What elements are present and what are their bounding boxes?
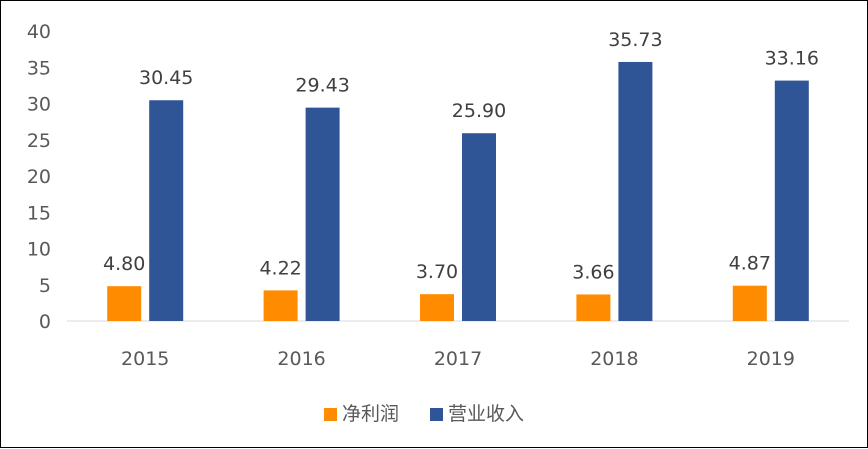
data-label: 33.16	[765, 48, 819, 70]
bar-revenue	[774, 80, 809, 321]
data-labels: 4.80 30.45 4.22 29.43 3.70 25.90 3.66 35.73 4.87…	[103, 29, 819, 284]
bar-net-profit	[263, 290, 298, 321]
bar-revenue	[618, 61, 653, 322]
y-tick-label: 15	[27, 202, 51, 224]
x-tick-label: 2017	[434, 348, 482, 370]
x-tick-label: 2018	[590, 348, 638, 370]
bar-net-profit	[576, 294, 611, 321]
bar-revenue	[462, 133, 496, 321]
y-tick-label: 20	[27, 166, 51, 188]
x-tick-label: 2019	[747, 348, 795, 370]
x-tick-label: 2015	[121, 348, 169, 370]
bar-revenue	[305, 107, 340, 321]
bar-net-profit	[732, 285, 767, 321]
bar-net-profit	[107, 286, 142, 321]
data-label: 29.43	[295, 75, 349, 97]
bar-net-profit	[420, 294, 454, 321]
data-label: 3.66	[572, 261, 614, 283]
legend-swatch	[430, 408, 443, 421]
data-label: 4.80	[103, 253, 145, 275]
y-axis-ticks: 0 5 10 15 20 25 30 35 40	[27, 21, 51, 333]
y-tick-label: 40	[27, 21, 51, 43]
legend-swatch	[324, 408, 337, 421]
y-tick-label: 30	[27, 94, 51, 116]
data-label: 4.87	[729, 253, 771, 275]
legend: 净利润 营业收入	[324, 403, 524, 425]
y-tick-label: 25	[27, 130, 51, 152]
x-axis-ticks: 2015 2016 2017 2018 2019	[121, 348, 795, 370]
legend-label: 营业收入	[448, 403, 524, 425]
legend-label: 净利润	[342, 403, 399, 425]
bars	[107, 61, 809, 322]
data-label: 35.73	[608, 29, 662, 51]
data-label: 3.70	[416, 261, 458, 283]
data-label: 30.45	[139, 67, 193, 89]
y-tick-label: 5	[39, 275, 51, 297]
data-label: 25.90	[452, 100, 506, 122]
x-tick-label: 2016	[277, 348, 325, 370]
y-tick-label: 35	[27, 57, 51, 79]
y-tick-label: 0	[39, 311, 51, 333]
bar-revenue	[149, 100, 184, 321]
data-label: 4.22	[259, 257, 301, 279]
y-tick-label: 10	[27, 239, 51, 261]
